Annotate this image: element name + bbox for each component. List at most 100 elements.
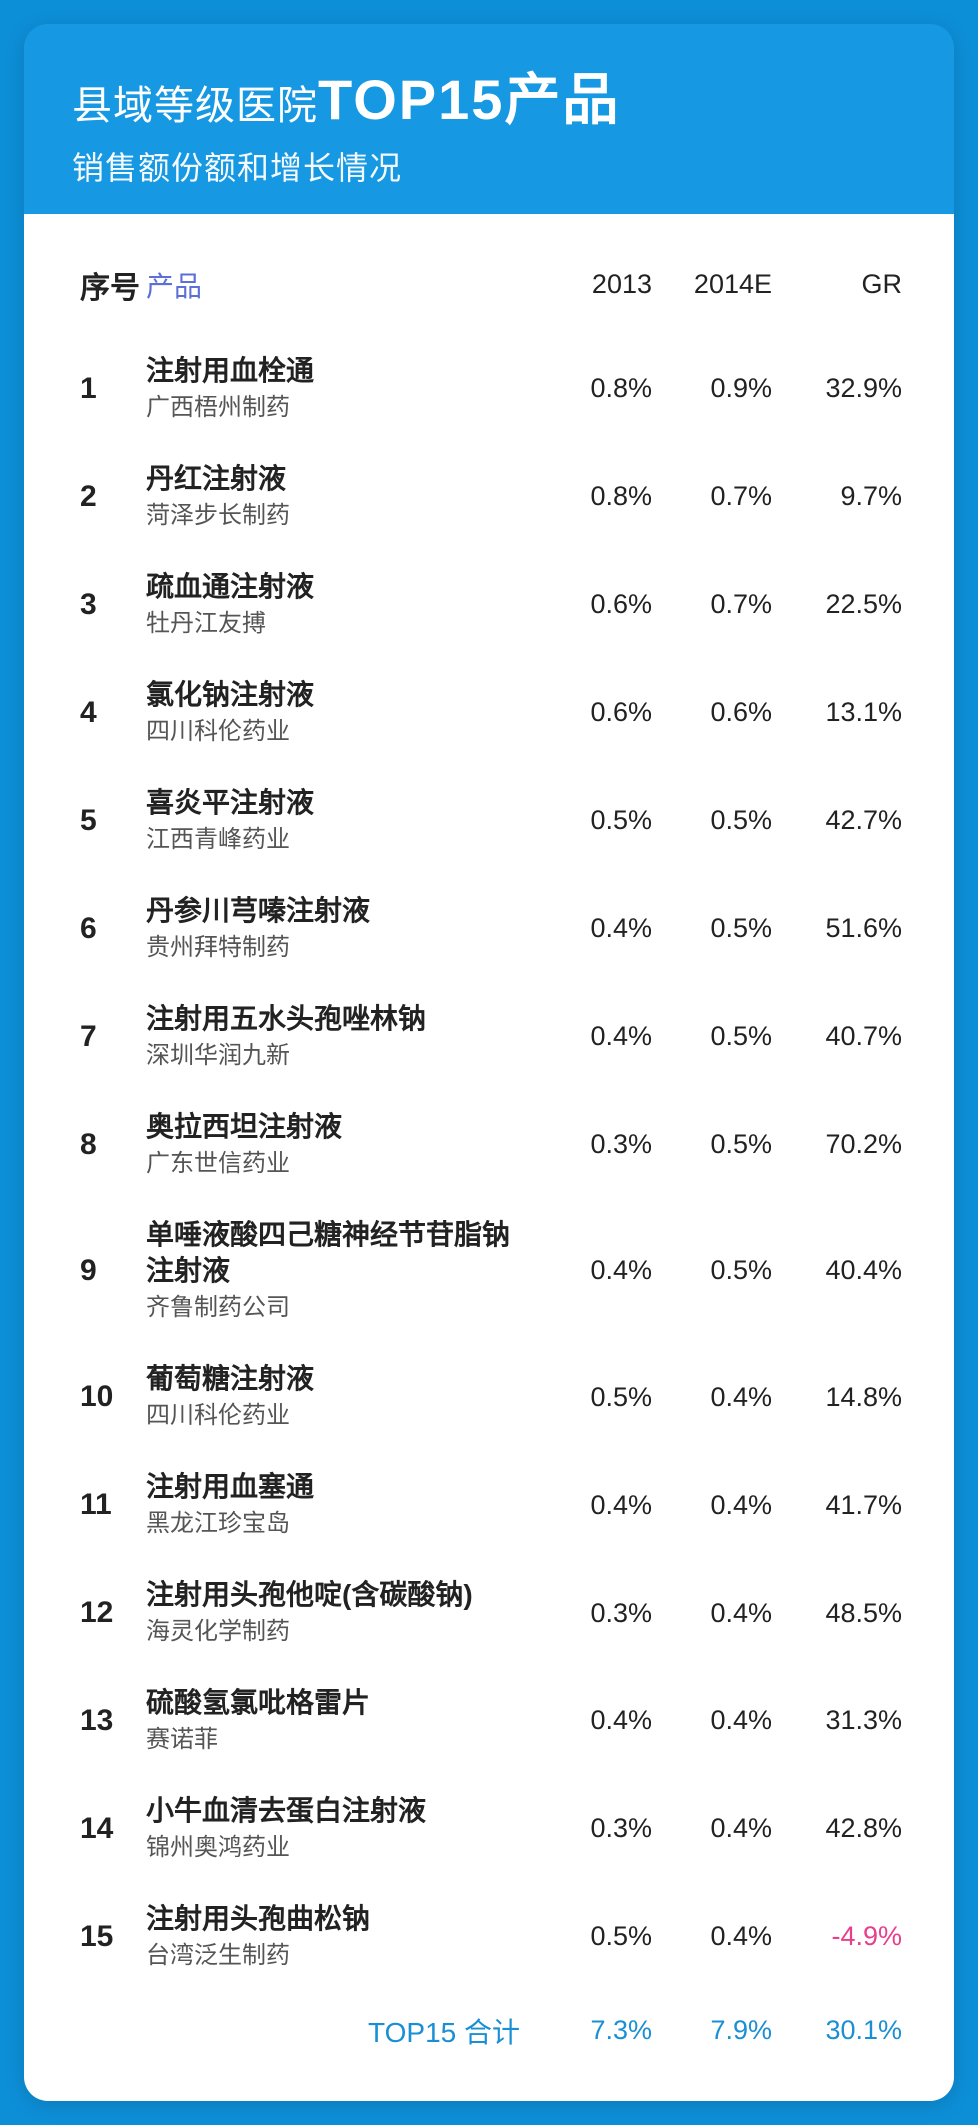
row-seq: 14	[76, 1812, 146, 1846]
card-header: 县域等级医院TOP15产品 销售额份额和增长情况	[24, 24, 954, 219]
row-2014e: 0.4%	[652, 1813, 772, 1844]
product-company: 贵州拜特制药	[146, 931, 532, 965]
title-prefix: 县域等级医院	[72, 84, 318, 128]
row-gr: -4.9%	[772, 1921, 902, 1952]
row-product: 疏血通注射液牡丹江友搏	[146, 569, 532, 641]
card-body: 序号 产品 2013 2014E GR 1注射用血栓通广西梧州制药0.8%0.9…	[36, 219, 942, 2089]
row-2013: 0.6%	[532, 697, 652, 728]
row-gr: 70.2%	[772, 1129, 902, 1160]
row-2013: 0.3%	[532, 1813, 652, 1844]
product-name: 注射用五水头孢唑林钠	[146, 1001, 532, 1037]
product-name: 丹红注射液	[146, 461, 532, 497]
table-row: 1注射用血栓通广西梧州制药0.8%0.9%32.9%	[76, 335, 902, 443]
product-name: 氯化钠注射液	[146, 677, 532, 713]
row-seq: 8	[76, 1128, 146, 1162]
row-seq: 12	[76, 1596, 146, 1630]
row-gr: 22.5%	[772, 589, 902, 620]
col-product: 产品	[146, 265, 532, 305]
table-row: 15注射用头孢曲松钠台湾泛生制药0.5%0.4%-4.9%	[76, 1883, 902, 1991]
row-seq: 5	[76, 804, 146, 838]
product-company: 齐鲁制药公司	[146, 1291, 532, 1325]
row-seq: 7	[76, 1020, 146, 1054]
row-2013: 0.3%	[532, 1598, 652, 1629]
product-name: 小牛血清去蛋白注射液	[146, 1793, 532, 1829]
product-company: 海灵化学制药	[146, 1615, 532, 1649]
product-name: 注射用头孢曲松钠	[146, 1901, 532, 1937]
row-gr: 31.3%	[772, 1705, 902, 1736]
product-name: 奥拉西坦注射液	[146, 1109, 532, 1145]
product-name: 硫酸氢氯吡格雷片	[146, 1685, 532, 1721]
row-2013: 0.4%	[532, 1255, 652, 1286]
row-seq: 11	[76, 1488, 146, 1522]
row-2014e: 0.4%	[652, 1490, 772, 1521]
row-2014e: 0.5%	[652, 913, 772, 944]
row-2013: 0.4%	[532, 1490, 652, 1521]
row-product: 丹参川芎嗪注射液贵州拜特制药	[146, 893, 532, 965]
row-gr: 42.7%	[772, 805, 902, 836]
row-seq: 6	[76, 912, 146, 946]
product-company: 广东世信药业	[146, 1147, 532, 1181]
row-product: 硫酸氢氯吡格雷片赛诺菲	[146, 1685, 532, 1757]
product-company: 广西梧州制药	[146, 391, 532, 425]
product-name: 疏血通注射液	[146, 569, 532, 605]
row-2014e: 0.5%	[652, 1129, 772, 1160]
table-row: 11注射用血塞通黑龙江珍宝岛0.4%0.4%41.7%	[76, 1451, 902, 1559]
row-gr: 32.9%	[772, 373, 902, 404]
product-name: 注射用血栓通	[146, 353, 532, 389]
table-row: 6丹参川芎嗪注射液贵州拜特制药0.4%0.5%51.6%	[76, 875, 902, 983]
row-2013: 0.8%	[532, 373, 652, 404]
table-row: 2丹红注射液菏泽步长制药0.8%0.7%9.7%	[76, 443, 902, 551]
product-company: 菏泽步长制药	[146, 499, 532, 533]
product-name: 丹参川芎嗪注射液	[146, 893, 532, 929]
table-header: 序号 产品 2013 2014E GR	[76, 239, 902, 335]
product-company: 牡丹江友搏	[146, 607, 532, 641]
row-seq: 3	[76, 588, 146, 622]
row-product: 氯化钠注射液四川科伦药业	[146, 677, 532, 749]
row-gr: 40.7%	[772, 1021, 902, 1052]
product-name: 葡萄糖注射液	[146, 1361, 532, 1397]
report-card: 县域等级医院TOP15产品 销售额份额和增长情况 序号 产品 2013 2014…	[24, 24, 954, 2101]
row-2014e: 0.6%	[652, 697, 772, 728]
table-row: 3疏血通注射液牡丹江友搏0.6%0.7%22.5%	[76, 551, 902, 659]
row-2013: 0.6%	[532, 589, 652, 620]
table-row: 13硫酸氢氯吡格雷片赛诺菲0.4%0.4%31.3%	[76, 1667, 902, 1775]
product-company: 赛诺菲	[146, 1723, 532, 1757]
row-product: 小牛血清去蛋白注射液锦州奥鸿药业	[146, 1793, 532, 1865]
row-seq: 1	[76, 372, 146, 406]
product-name: 单唾液酸四己糖神经节苷脂钠注射液	[146, 1217, 532, 1290]
row-2013: 0.3%	[532, 1129, 652, 1160]
row-seq: 2	[76, 480, 146, 514]
table-row: 5喜炎平注射液江西青峰药业0.5%0.5%42.7%	[76, 767, 902, 875]
table-row: 7注射用五水头孢唑林钠深圳华润九新0.4%0.5%40.7%	[76, 983, 902, 1091]
row-product: 葡萄糖注射液四川科伦药业	[146, 1361, 532, 1433]
product-company: 黑龙江珍宝岛	[146, 1507, 532, 1541]
row-product: 丹红注射液菏泽步长制药	[146, 461, 532, 533]
total-row: TOP15 合计 7.3% 7.9% 30.1%	[76, 1991, 902, 2059]
product-company: 台湾泛生制药	[146, 1939, 532, 1973]
table-row: 10葡萄糖注射液四川科伦药业0.5%0.4%14.8%	[76, 1343, 902, 1451]
table-row: 14小牛血清去蛋白注射液锦州奥鸿药业0.3%0.4%42.8%	[76, 1775, 902, 1883]
row-product: 注射用血栓通广西梧州制药	[146, 353, 532, 425]
row-product: 奥拉西坦注射液广东世信药业	[146, 1109, 532, 1181]
card-subtitle: 销售额份额和增长情况	[72, 143, 906, 189]
row-2013: 0.4%	[532, 913, 652, 944]
product-name: 注射用头孢他啶(含碳酸钠)	[146, 1577, 532, 1613]
row-2014e: 0.4%	[652, 1921, 772, 1952]
col-2014e: 2014E	[652, 269, 772, 300]
col-2013: 2013	[532, 269, 652, 300]
row-gr: 9.7%	[772, 481, 902, 512]
row-seq: 9	[76, 1254, 146, 1288]
row-product: 单唾液酸四己糖神经节苷脂钠注射液齐鲁制药公司	[146, 1217, 532, 1325]
table-row: 9单唾液酸四己糖神经节苷脂钠注射液齐鲁制药公司0.4%0.5%40.4%	[76, 1199, 902, 1343]
card-title: 县域等级医院TOP15产品	[72, 64, 906, 137]
row-2014e: 0.5%	[652, 1255, 772, 1286]
row-product: 注射用五水头孢唑林钠深圳华润九新	[146, 1001, 532, 1073]
row-2014e: 0.7%	[652, 589, 772, 620]
total-label: TOP15 合计	[146, 2011, 532, 2051]
row-2013: 0.4%	[532, 1705, 652, 1736]
row-seq: 10	[76, 1380, 146, 1414]
row-seq: 13	[76, 1704, 146, 1738]
row-2013: 0.4%	[532, 1021, 652, 1052]
table-row: 4氯化钠注射液四川科伦药业0.6%0.6%13.1%	[76, 659, 902, 767]
row-gr: 41.7%	[772, 1490, 902, 1521]
